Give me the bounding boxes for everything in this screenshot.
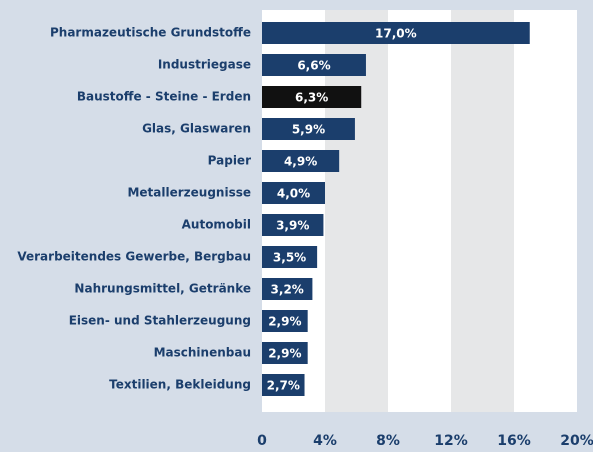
value-label: 3,5% [273,251,306,265]
category-label: Pharmazeutische Grundstoffe [50,26,251,40]
value-label: 4,0% [277,187,310,201]
bar [262,182,325,204]
grid-band [388,10,451,412]
x-tick-label: 8% [376,433,400,449]
value-label: 3,9% [276,219,309,233]
category-label: Papier [208,154,251,168]
bar [262,118,355,140]
x-tick-label: 12% [434,433,468,449]
value-label: 5,9% [292,123,325,137]
value-label: 6,6% [297,59,330,73]
x-tick-label: 20% [560,433,593,449]
bar [262,246,318,268]
x-tick-label: 4% [313,433,337,449]
grid-band [514,10,577,412]
category-label: Nahrungsmittel, Getränke [74,282,251,296]
value-label: 2,7% [267,379,300,393]
category-label: Maschinenbau [154,346,251,360]
bar [262,22,530,44]
x-tick-label: 16% [497,433,531,449]
bar [262,374,305,396]
value-label: 17,0% [375,27,417,41]
bar [262,310,308,332]
category-label: Automobil [182,218,251,232]
category-label: Textilien, Bekleidung [109,378,251,392]
grid-band [325,10,388,412]
grid-band [451,10,514,412]
category-label: Industriegase [158,58,251,72]
bar [262,54,366,76]
category-label: Eisen- und Stahlerzeugung [69,314,251,328]
bar [262,278,313,300]
bar [262,342,308,364]
value-label: 2,9% [268,347,301,361]
value-label: 3,2% [271,283,304,297]
category-label: Baustoffe - Steine - Erden [77,90,251,104]
value-label: 6,3% [295,91,328,105]
category-label: Glas, Glaswaren [142,122,251,136]
category-label: Metallerzeugnisse [127,186,251,200]
value-label: 2,9% [268,315,301,329]
bar [262,150,340,172]
category-label: Verarbeitendes Gewerbe, Bergbau [17,250,251,264]
x-tick-label: 0 [257,433,267,449]
bar [262,86,362,108]
bar [262,214,324,236]
value-label: 4,9% [284,155,317,169]
